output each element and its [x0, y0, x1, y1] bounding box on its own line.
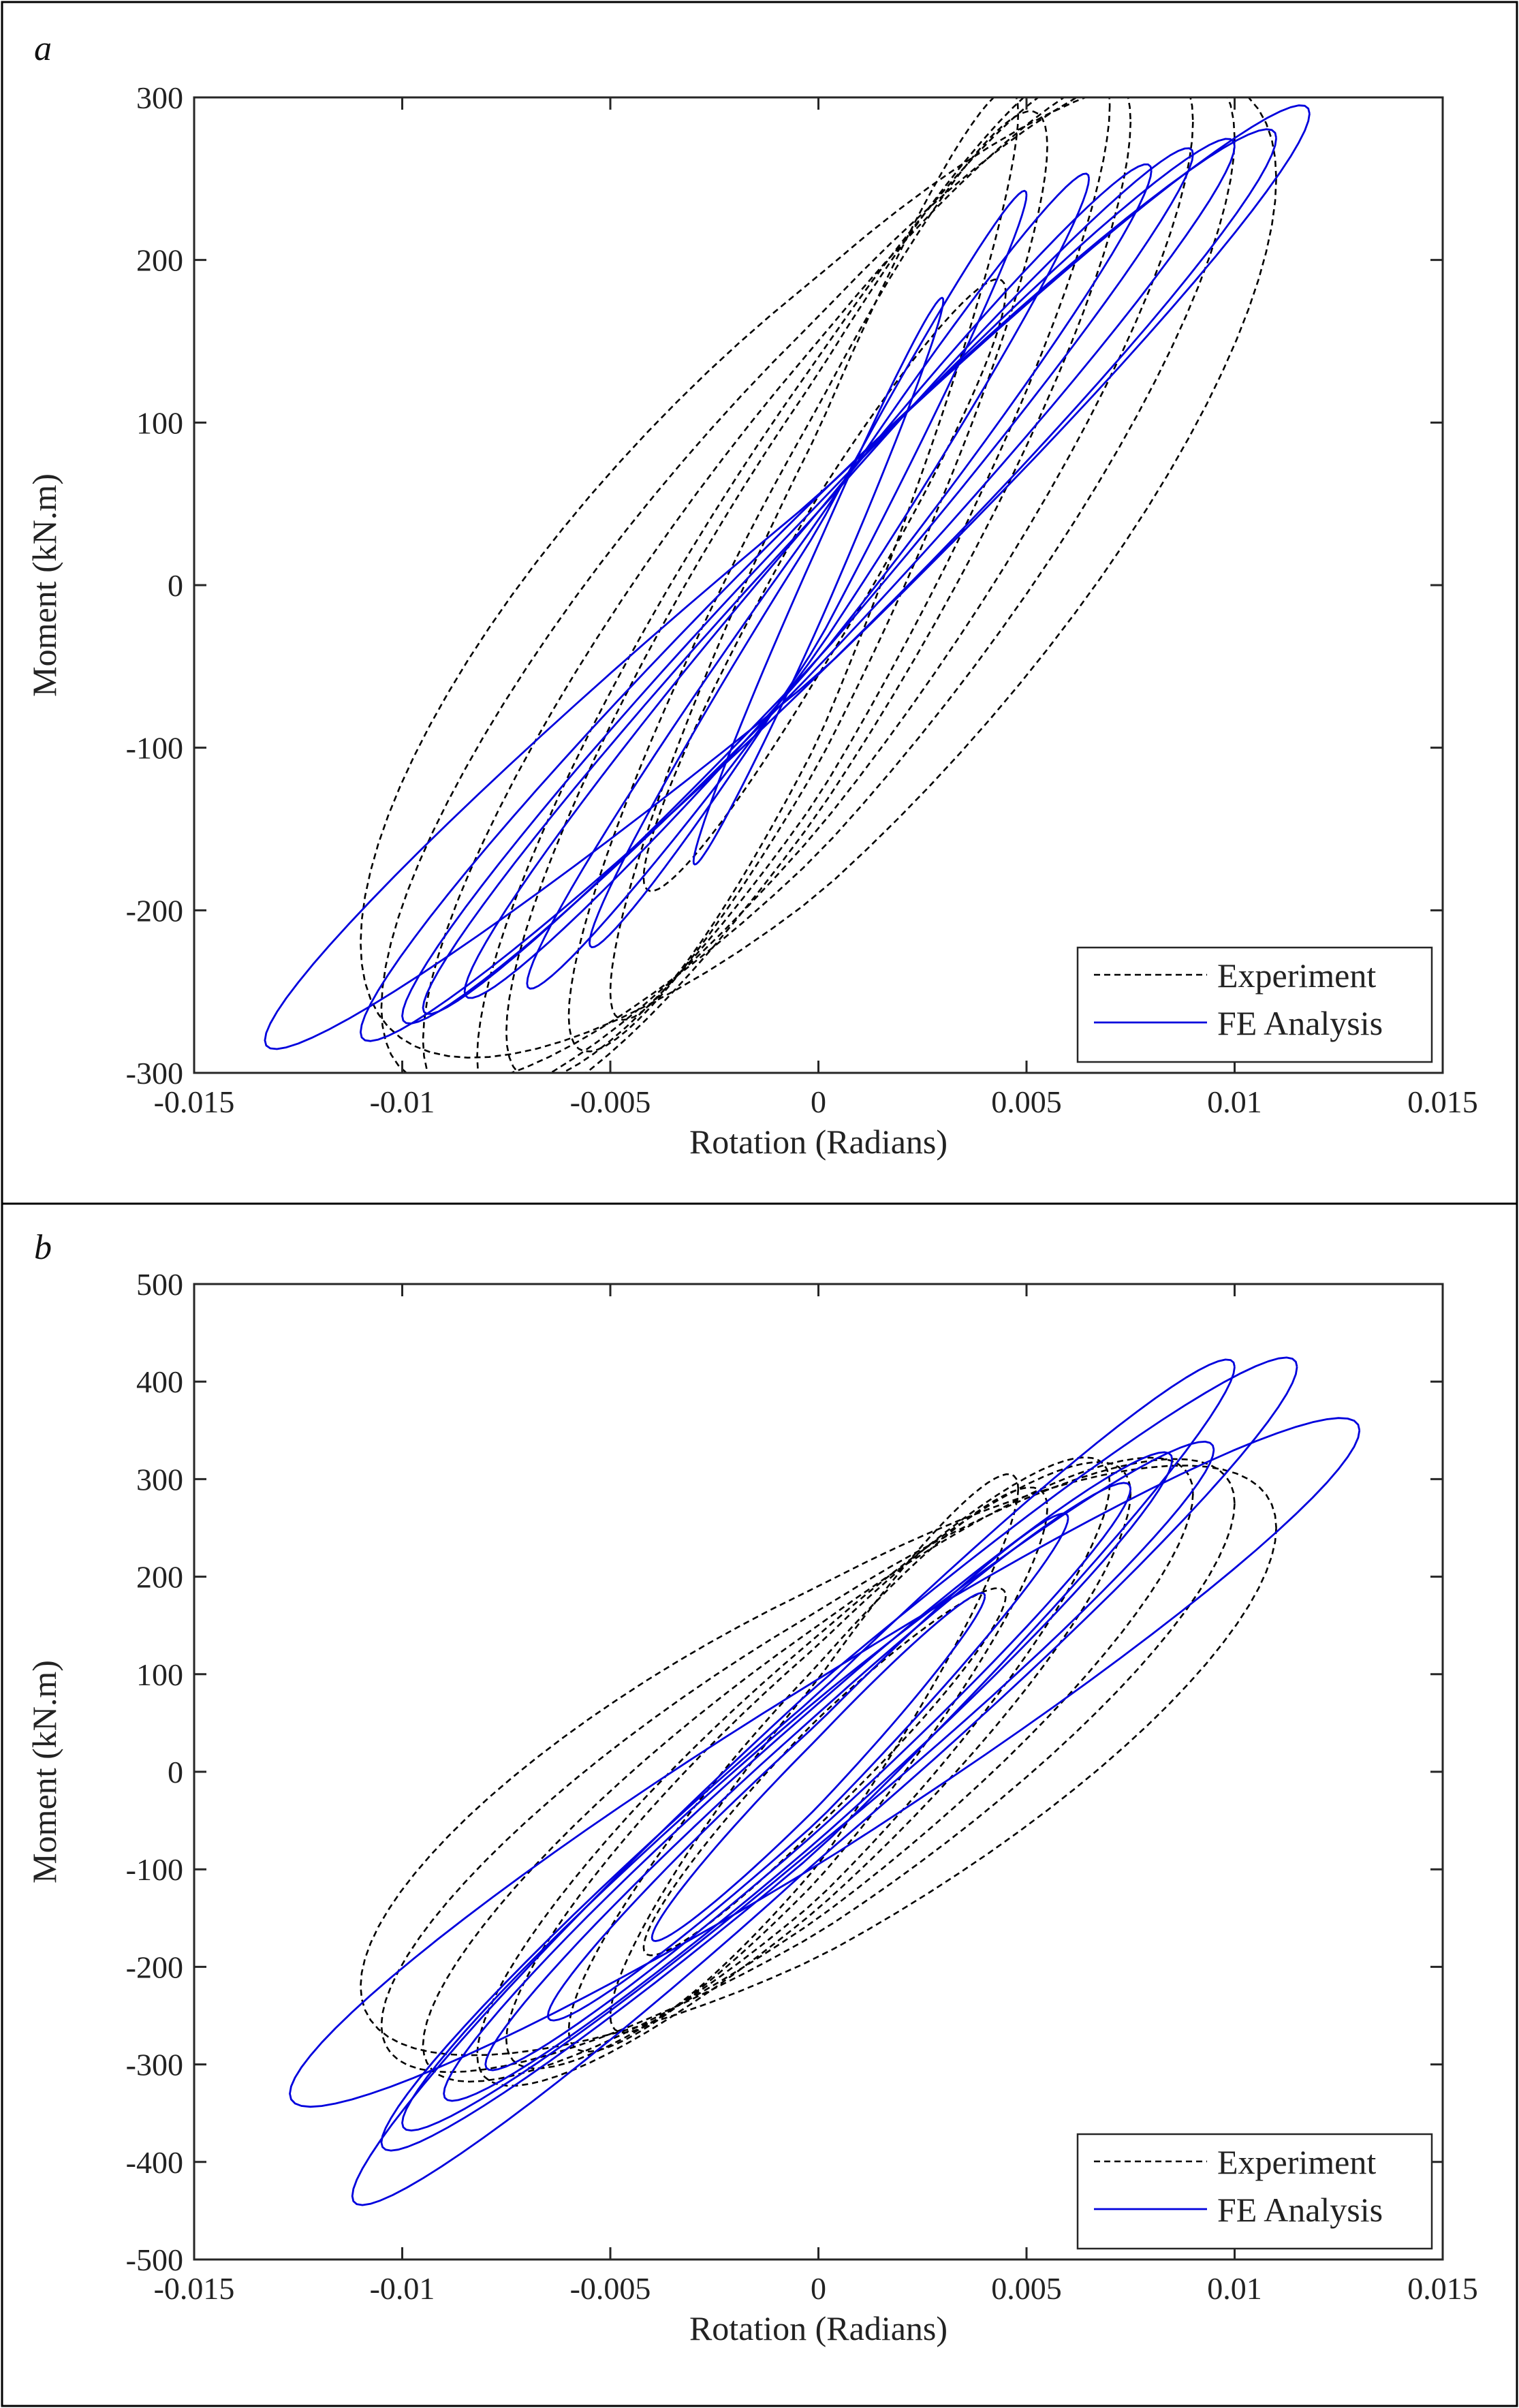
y-tick-label: 200: [136, 1560, 183, 1595]
y-tick-label: 100: [136, 1657, 183, 1692]
series-experiment-loop: [360, 97, 1277, 1059]
x-tick-label: 0.005: [991, 2271, 1062, 2306]
panel-b-label: b: [34, 1228, 52, 1267]
y-tick-label: 400: [136, 1364, 183, 1399]
y-tick-label: -500: [126, 2242, 183, 2277]
y-tick-label: 0: [168, 568, 183, 603]
x-tick-label: 0.01: [1207, 1084, 1262, 1119]
plot-area: [289, 1356, 1361, 2206]
series-fe-analysis-loop: [360, 128, 1277, 1042]
series-fe-analysis-loop: [264, 104, 1311, 1050]
series-experiment-loop: [642, 1587, 1007, 1956]
series-fe-analysis-loop: [443, 1451, 1174, 2102]
series-experiment-loop: [380, 1458, 1236, 2074]
series-fe-analysis-loop: [463, 163, 1153, 999]
series-fe-analysis-loop: [380, 1358, 1236, 2152]
x-tick-label: 0.015: [1407, 1084, 1478, 1119]
plot-area: [264, 97, 1311, 1073]
series-fe-analysis-loop: [692, 296, 945, 866]
x-tick-label: -0.015: [154, 2271, 235, 2306]
series-experiment-loop: [609, 97, 1020, 1021]
y-tick-label: -200: [126, 1950, 183, 1984]
x-tick-label: 0: [811, 2271, 826, 2306]
x-tick-label: 0.01: [1207, 2271, 1262, 2306]
x-tick-label: 0: [811, 1084, 826, 1119]
x-tick-label: 0.015: [1407, 2271, 1478, 2306]
series-experiment: [360, 1456, 1277, 2087]
series-fe-analysis-loop: [351, 1356, 1298, 2206]
series-experiment-loop: [422, 97, 1194, 1073]
series-fe-analysis-loop: [422, 147, 1194, 1015]
x-tick-label: -0.015: [154, 1084, 235, 1119]
series-fe-analysis-loop: [289, 1417, 1361, 2108]
series-fe-analysis: [289, 1356, 1361, 2206]
series-fe-analysis-loop: [401, 138, 1236, 1025]
x-tick-label: -0.01: [370, 2271, 435, 2306]
y-tick-label: 200: [136, 243, 183, 278]
legend-label: Experiment: [1217, 2143, 1376, 2181]
legend-label: FE Analysis: [1217, 2191, 1383, 2229]
series-experiment-loop: [505, 1456, 1111, 2069]
series-fe-analysis-loop: [651, 1592, 986, 1942]
series-experiment-loop: [567, 110, 1048, 1052]
y-tick-label: 300: [136, 80, 183, 115]
legend: Experiment FE Analysis: [1076, 2133, 1433, 2250]
y-tick-label: -400: [126, 2145, 183, 2180]
series-fe-analysis-loop: [526, 172, 1091, 990]
series-fe-analysis: [264, 104, 1311, 1050]
series-experiment-loop: [380, 97, 1236, 1073]
legend: Experiment FE Analysis: [1076, 946, 1433, 1063]
x-tick-label: -0.005: [570, 2271, 651, 2306]
y-axis-label: Moment (kN.m): [25, 473, 63, 697]
x-axis-label: Rotation (Radians): [689, 1123, 948, 1161]
y-tick-label: -300: [126, 2048, 183, 2082]
x-tick-label: -0.005: [570, 1084, 651, 1119]
panel-b: b -0.015 -0.01 -0.005 0 0.005 0.01 0.015 -500 -4…: [25, 1228, 1478, 2347]
legend-label: FE Analysis: [1217, 1004, 1383, 1042]
x-axis-label: Rotation (Radians): [689, 2309, 948, 2347]
y-tick-label: -200: [126, 893, 183, 928]
y-tick-label: -100: [126, 731, 183, 766]
x-tick-label: 0.005: [991, 1084, 1062, 1119]
y-tick-label: 300: [136, 1462, 183, 1497]
legend-label: Experiment: [1217, 956, 1376, 995]
series-experiment-loop: [360, 1465, 1277, 2057]
panel-a-label: a: [34, 29, 52, 68]
y-tick-label: -300: [126, 1056, 183, 1091]
series-experiment-loop: [422, 1456, 1194, 2083]
y-axis-label: Moment (kN.m): [25, 1660, 63, 1883]
y-tick-label: 0: [168, 1755, 183, 1789]
panel-a: a -0.015 -0.01 -0.005 0 0.005 0.01 0.015 -300 -2…: [25, 29, 1478, 1161]
y-tick-label: 500: [136, 1267, 183, 1302]
series-fe-analysis-loop: [401, 1440, 1215, 2132]
x-tick-label: -0.01: [370, 1084, 435, 1119]
y-tick-label: -100: [126, 1852, 183, 1887]
series-fe-analysis-loop: [484, 1482, 1132, 2071]
y-tick-label: 100: [136, 405, 183, 440]
series-fe-analysis-loop: [589, 189, 1028, 948]
